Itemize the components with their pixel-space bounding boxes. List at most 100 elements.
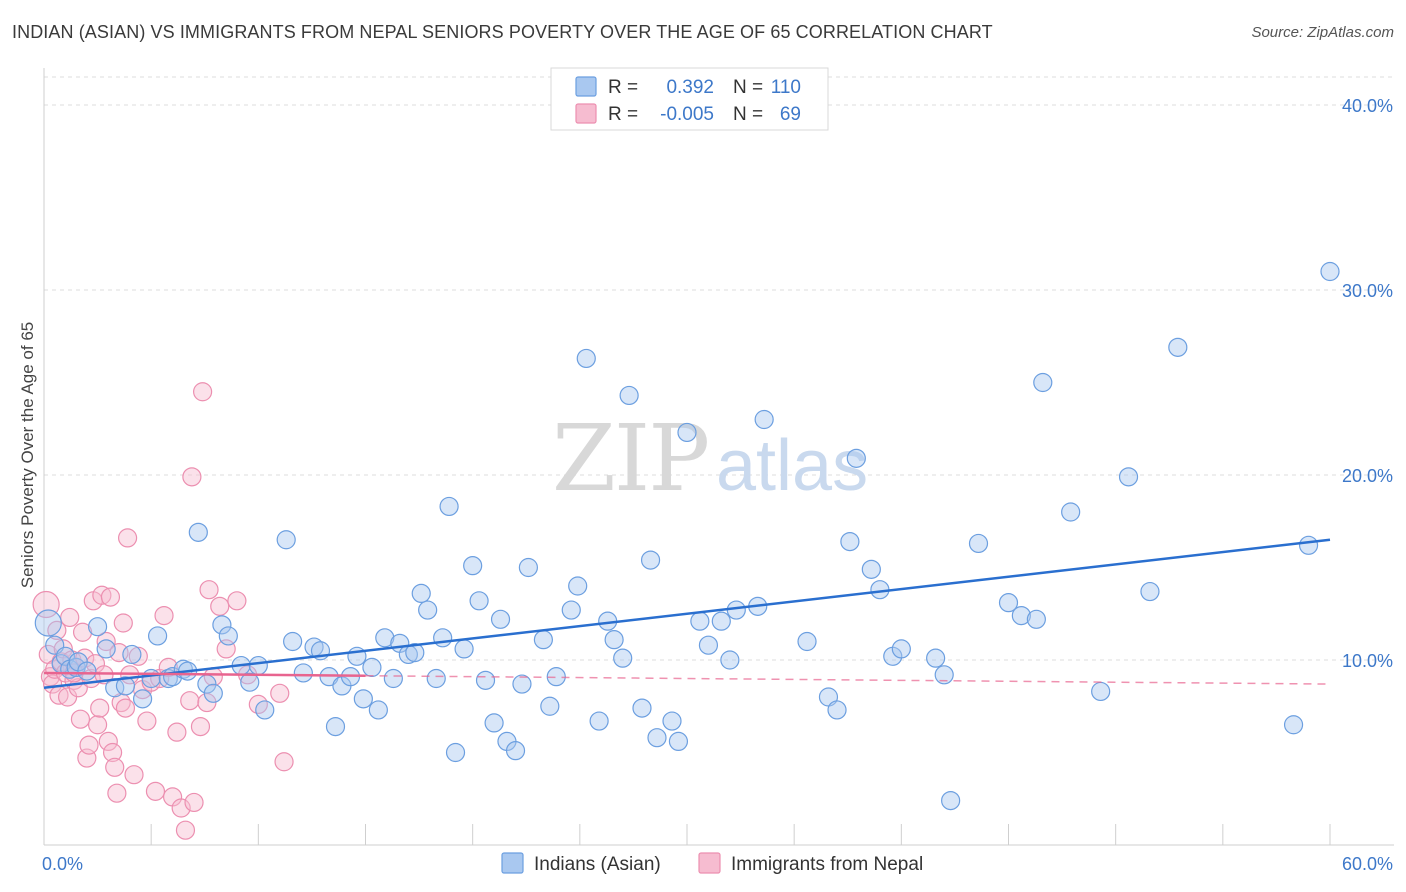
trend-line-indians	[43, 538, 1331, 689]
data-point	[190, 716, 211, 737]
legend-swatch-indians	[575, 76, 597, 97]
trend-lines	[43, 538, 1331, 689]
data-point	[210, 596, 230, 616]
data-point	[568, 576, 588, 596]
data-point	[98, 731, 118, 752]
data-point	[115, 698, 136, 718]
data-point	[60, 607, 80, 628]
data-point	[533, 630, 553, 650]
x-axis-ticks	[43, 824, 1331, 845]
legend-r-value-2: -0.005	[660, 104, 714, 125]
data-point	[445, 742, 466, 763]
series-immigrants-from-nepal	[32, 382, 294, 840]
data-point	[1298, 535, 1319, 555]
legend-n-label-1: N =	[733, 77, 763, 98]
data-point	[576, 348, 596, 369]
data-point	[1061, 502, 1081, 522]
watermark-zip: ZIP	[552, 405, 708, 512]
y-tick-label: 40.0%	[1342, 96, 1393, 116]
data-point	[107, 783, 127, 803]
y-tick-label: 10.0%	[1342, 651, 1393, 671]
data-point	[1320, 261, 1340, 282]
data-point	[1011, 605, 1031, 626]
data-point	[546, 667, 566, 687]
data-point	[79, 735, 99, 755]
watermark: ZIP atlas	[552, 405, 868, 512]
data-point	[34, 609, 62, 637]
data-point	[668, 731, 689, 752]
data-point	[212, 615, 232, 635]
legend-r-label-1: R =	[608, 77, 638, 98]
data-point	[353, 689, 373, 709]
data-point	[375, 628, 395, 648]
data-point	[124, 765, 144, 785]
data-point	[484, 713, 504, 733]
bottom-legend-swatch-nepal	[698, 852, 721, 874]
data-point	[128, 646, 148, 666]
data-point	[368, 700, 388, 720]
series-indians-asian	[34, 261, 1340, 811]
data-point	[1026, 609, 1046, 629]
legend-n-value-2: 69	[780, 104, 801, 125]
data-point	[218, 626, 238, 646]
data-point	[469, 591, 489, 611]
bottom-legend-label-indians: Indians (Asian)	[534, 854, 661, 875]
bottom-legend-swatch-indians	[501, 852, 524, 874]
data-point	[77, 661, 97, 681]
axes	[43, 68, 1394, 846]
data-point	[193, 382, 213, 402]
data-point	[227, 591, 247, 611]
data-point	[411, 583, 431, 604]
data-point	[662, 711, 682, 731]
bottom-legend-label-nepal: Immigrants from Nepal	[731, 854, 923, 875]
data-point	[1033, 372, 1053, 393]
data-point	[90, 698, 110, 718]
data-point	[274, 752, 294, 772]
data-point	[846, 448, 866, 468]
data-point	[293, 663, 313, 683]
data-point	[426, 668, 446, 689]
data-point	[926, 648, 946, 668]
data-point	[418, 600, 438, 620]
data-point	[199, 580, 219, 600]
data-point	[180, 691, 200, 711]
series-legend: Indians (Asian) Immigrants from Nepal	[501, 852, 923, 875]
data-point	[137, 711, 157, 731]
legend-box	[550, 67, 829, 131]
data-point	[463, 556, 483, 576]
data-point	[518, 557, 538, 578]
data-point	[42, 674, 63, 694]
data-point	[115, 676, 136, 696]
data-point	[87, 715, 108, 735]
x-tick-label-max: 60.0%	[1342, 854, 1393, 874]
data-point	[100, 587, 121, 607]
data-point	[405, 642, 425, 663]
legend-r-label-2: R =	[608, 104, 638, 125]
data-point	[454, 639, 474, 659]
data-point	[167, 722, 187, 742]
data-point	[720, 650, 740, 670]
data-point	[677, 422, 697, 443]
y-tick-label: 30.0%	[1342, 281, 1393, 301]
data-point	[941, 790, 961, 811]
data-point	[827, 700, 847, 720]
data-point	[632, 698, 652, 718]
legend-n-value-1: 110	[771, 77, 801, 98]
data-point	[105, 757, 125, 777]
data-point	[248, 655, 268, 676]
data-point	[132, 689, 153, 709]
data-point	[891, 639, 911, 659]
data-point	[1091, 681, 1111, 702]
data-point	[203, 683, 223, 703]
data-point	[283, 631, 303, 652]
correlation-legend: R = 0.392 N = 110 R = -0.005 N = 69	[550, 67, 829, 131]
chart-title: INDIAN (ASIAN) VS IMMIGRANTS FROM NEPAL …	[12, 22, 993, 42]
data-point	[490, 609, 511, 629]
data-point	[647, 728, 667, 748]
data-point	[840, 531, 860, 552]
data-point	[362, 657, 382, 678]
data-point	[797, 631, 817, 652]
data-point	[505, 741, 526, 761]
data-point	[122, 644, 142, 665]
